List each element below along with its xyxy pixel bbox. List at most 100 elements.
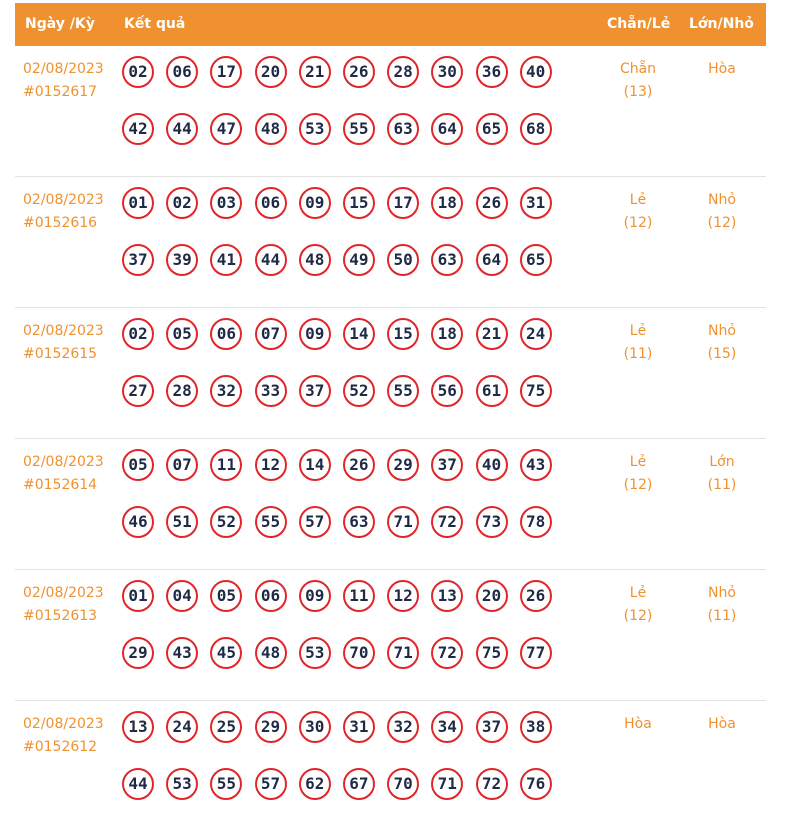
- number-ball: 52: [342, 375, 375, 407]
- table-header: Ngày /Kỳ Kết quả Chẵn/Lẻ Lớn/Nhỏ: [15, 3, 766, 46]
- header-result: Kết quả: [124, 16, 186, 32]
- number-ball: 65: [519, 244, 552, 276]
- number-ball: 32: [387, 711, 420, 743]
- number-ball: 26: [475, 187, 508, 219]
- lon-nho-label: Nhỏ: [708, 192, 736, 208]
- chan-le-label: Chẵn: [619, 61, 657, 77]
- result-numbers: 02 06 17 20 21 26 28 30 36 40 42 44 47 48 53 55 63 64 65 68: [122, 56, 572, 170]
- number-ball: 07: [254, 318, 287, 350]
- results-table: Ngày /Kỳ Kết quả Chẵn/Lẻ Lớn/Nhỏ 02/08/2…: [15, 3, 766, 831]
- number-ball: 28: [166, 375, 199, 407]
- number-ball: 38: [519, 711, 552, 743]
- number-ball: 20: [475, 580, 508, 612]
- number-ball: 21: [298, 56, 331, 88]
- draw-date-cell: 02/08/2023 #0152614: [23, 451, 104, 497]
- number-ball: 37: [298, 375, 331, 407]
- number-ball: 12: [387, 580, 420, 612]
- number-ball: 32: [210, 375, 243, 407]
- draw-id: #0152615: [23, 346, 98, 362]
- result-numbers: 13 24 25 29 30 31 32 34 37 38 44 53 55 57 62 67 70 71 72 76: [122, 711, 572, 825]
- lon-nho-label: Nhỏ: [708, 323, 736, 339]
- number-ball: 13: [122, 711, 154, 743]
- number-ball: 42: [122, 113, 154, 145]
- draw-date-cell: 02/08/2023 #0152615: [23, 320, 104, 366]
- table-row: 02/08/2023 #0152614 05 07 11 12 14 26 29 37 40 43 46…: [15, 439, 766, 570]
- number-ball: 09: [298, 580, 331, 612]
- number-ball: 37: [475, 711, 508, 743]
- number-ball: 02: [122, 318, 154, 350]
- number-ball: 36: [475, 56, 508, 88]
- number-ball: 47: [210, 113, 243, 145]
- draw-id: #0152614: [23, 477, 98, 493]
- chan-le-label: Lẻ: [629, 454, 647, 470]
- number-ball: 28: [387, 56, 420, 88]
- draw-date: 02/08/2023: [23, 716, 104, 732]
- number-ball: 50: [387, 244, 420, 276]
- number-ball: 09: [298, 187, 331, 219]
- draw-id: #0152613: [23, 608, 98, 624]
- lon-nho-cell: Hòa: [682, 713, 762, 736]
- number-ball: 37: [122, 244, 154, 276]
- number-ball: 20: [254, 56, 287, 88]
- table-row: 02/08/2023 #0152613 01 04 05 06 09 11 12 13 20 26 29…: [15, 570, 766, 701]
- lon-nho-label: Lớn: [709, 454, 735, 470]
- table-row: 02/08/2023 #0152615 02 05 06 07 09 14 15 18 21 24 27…: [15, 308, 766, 439]
- number-ball: 73: [475, 506, 508, 538]
- table-row: 02/08/2023 #0152617 02 06 17 20 21 26 28 30 36 40 42…: [15, 46, 766, 177]
- chan-le-count: (13): [623, 84, 653, 100]
- number-ball: 53: [166, 768, 199, 800]
- table-row: 02/08/2023 #0152612 13 24 25 29 30 31 32 34 37 38 44…: [15, 701, 766, 831]
- chan-le-label: Hòa: [624, 716, 652, 732]
- draw-id: #0152617: [23, 84, 98, 100]
- header-lon-nho: Lớn/Nhỏ: [689, 16, 754, 32]
- chan-le-cell: Lẻ (12): [598, 189, 678, 235]
- number-ball: 26: [519, 580, 552, 612]
- number-ball: 05: [166, 318, 199, 350]
- number-ball: 31: [342, 711, 375, 743]
- number-ball: 29: [122, 637, 154, 669]
- number-ball: 71: [387, 637, 420, 669]
- number-ball: 06: [210, 318, 243, 350]
- number-ball: 43: [166, 637, 199, 669]
- number-ball: 63: [431, 244, 464, 276]
- chan-le-label: Lẻ: [629, 585, 647, 601]
- draw-date: 02/08/2023: [23, 61, 104, 77]
- number-ball: 40: [475, 449, 508, 481]
- lon-nho-label: Nhỏ: [708, 585, 736, 601]
- chan-le-label: Lẻ: [629, 323, 647, 339]
- number-ball: 15: [342, 187, 375, 219]
- chan-le-cell: Lẻ (12): [598, 451, 678, 497]
- number-ball: 51: [166, 506, 199, 538]
- number-ball: 44: [122, 768, 154, 800]
- chan-le-count: (12): [623, 215, 653, 231]
- number-ball: 75: [475, 637, 508, 669]
- chan-le-count: (11): [623, 346, 653, 362]
- number-ball: 65: [475, 113, 508, 145]
- number-ball: 76: [519, 768, 552, 800]
- number-ball: 70: [342, 637, 375, 669]
- chan-le-cell: Lẻ (11): [598, 320, 678, 366]
- draw-date: 02/08/2023: [23, 192, 104, 208]
- number-ball: 63: [387, 113, 420, 145]
- number-ball: 14: [298, 449, 331, 481]
- number-ball: 43: [519, 449, 552, 481]
- lon-nho-count: (11): [707, 477, 737, 493]
- number-ball: 34: [431, 711, 464, 743]
- number-ball: 24: [519, 318, 552, 350]
- draw-date-cell: 02/08/2023 #0152613: [23, 582, 104, 628]
- draw-id: #0152616: [23, 215, 98, 231]
- lon-nho-count: (15): [707, 346, 737, 362]
- number-ball: 71: [431, 768, 464, 800]
- lon-nho-label: Hòa: [708, 716, 736, 732]
- number-ball: 30: [431, 56, 464, 88]
- number-ball: 37: [431, 449, 464, 481]
- number-ball: 11: [342, 580, 375, 612]
- chan-le-cell: Chẵn (13): [598, 58, 678, 104]
- number-ball: 40: [519, 56, 552, 88]
- number-ball: 78: [519, 506, 552, 538]
- lon-nho-cell: Nhỏ (15): [682, 320, 762, 366]
- lon-nho-count: (12): [707, 215, 737, 231]
- number-ball: 11: [210, 449, 243, 481]
- number-ball: 17: [387, 187, 420, 219]
- number-ball: 46: [122, 506, 154, 538]
